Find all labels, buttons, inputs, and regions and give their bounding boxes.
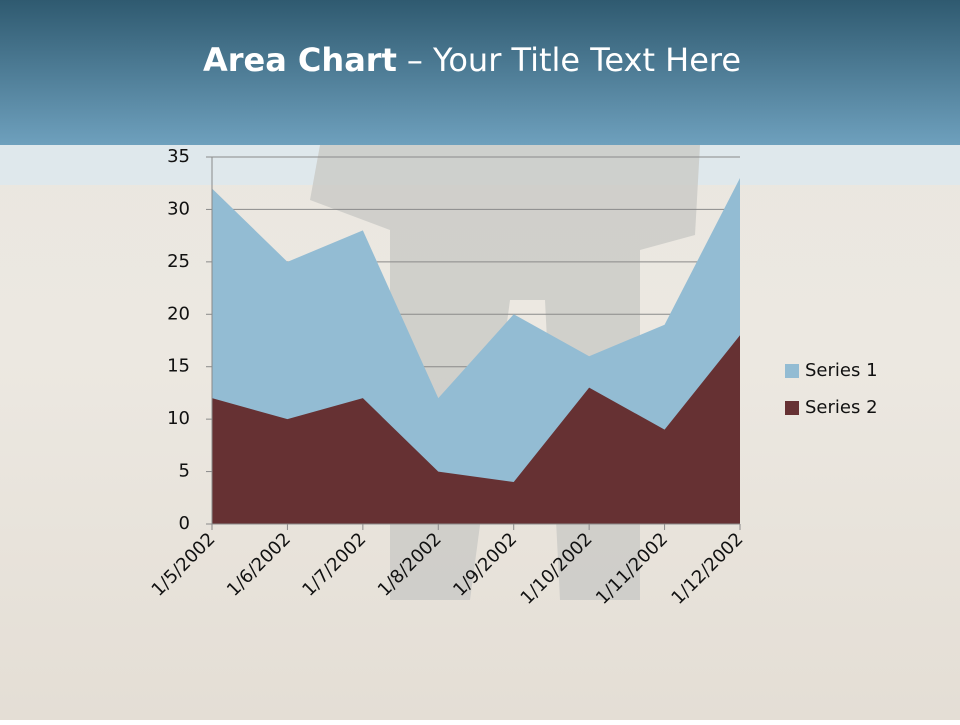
y-tick-label: 30 <box>167 198 190 219</box>
y-tick-label: 20 <box>167 303 190 324</box>
y-tick-label: 15 <box>167 356 190 377</box>
legend-swatch <box>785 364 799 378</box>
y-tick-label: 35 <box>167 146 190 167</box>
y-tick-label: 25 <box>167 251 190 272</box>
y-tick-label: 0 <box>179 513 190 534</box>
slide-title: Area Chart – Your Title Text Here <box>203 41 741 79</box>
legend-swatch <box>785 401 799 415</box>
title-bold: Area Chart <box>203 41 397 79</box>
legend-label: Series 2 <box>805 397 878 418</box>
area <box>212 335 740 524</box>
y-tick-label: 10 <box>167 408 190 429</box>
y-tick-label: 5 <box>179 461 190 482</box>
title-rest: – Your Title Text Here <box>407 41 741 79</box>
header-band <box>0 0 960 145</box>
legend-label: Series 1 <box>805 360 878 381</box>
